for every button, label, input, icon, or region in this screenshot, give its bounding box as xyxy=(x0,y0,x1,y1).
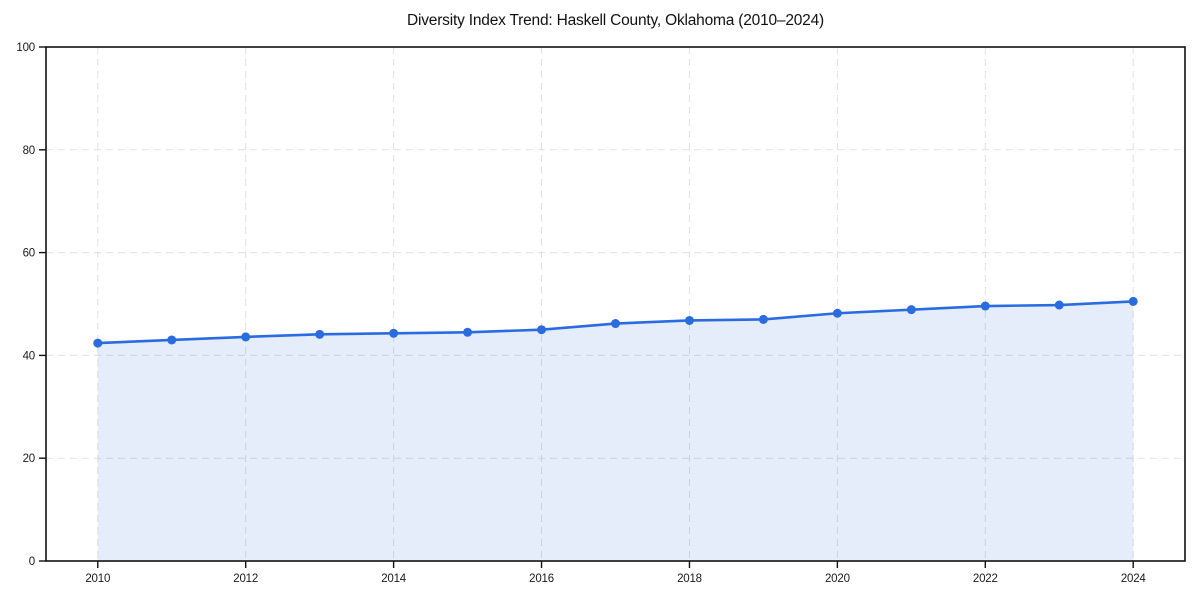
x-tick-label-2012: 2012 xyxy=(233,573,258,585)
x-tick-label-2022: 2022 xyxy=(973,573,998,585)
y-tick-label-100: 100 xyxy=(16,42,35,54)
data-point-2010 xyxy=(93,338,103,348)
data-point-2021 xyxy=(906,305,916,315)
data-point-2022 xyxy=(980,301,990,311)
x-tick-label-2020: 2020 xyxy=(825,573,850,585)
data-point-2020 xyxy=(832,308,842,318)
data-point-2018 xyxy=(684,315,694,325)
data-point-2019 xyxy=(758,314,768,324)
y-tick-label-40: 40 xyxy=(23,350,35,362)
data-point-2012 xyxy=(241,332,251,342)
y-tick-label-0: 0 xyxy=(29,556,35,568)
y-tick-label-60: 60 xyxy=(23,248,35,260)
plot-border xyxy=(45,46,1186,562)
data-point-2017 xyxy=(611,319,620,329)
x-tick-label-2018: 2018 xyxy=(677,573,702,585)
x-tick-label-2010: 2010 xyxy=(85,573,110,585)
x-tick-label-2016: 2016 xyxy=(529,573,554,585)
data-point-2016 xyxy=(537,325,547,335)
data-point-2024 xyxy=(1128,296,1138,306)
y-tick-label-20: 20 xyxy=(23,453,35,465)
data-point-2023 xyxy=(1054,300,1064,310)
y-tick-label-80: 80 xyxy=(23,145,35,157)
data-point-2014 xyxy=(389,328,399,338)
x-tick-label-2014: 2014 xyxy=(381,573,407,585)
data-point-2015 xyxy=(463,327,473,337)
x-tick-label-2024: 2024 xyxy=(1121,573,1147,585)
data-point-2013 xyxy=(315,329,325,339)
data-point-2011 xyxy=(167,335,177,345)
area-fill xyxy=(97,301,1134,561)
chart-title: Diversity Index Trend: Haskell County, O… xyxy=(407,12,824,29)
